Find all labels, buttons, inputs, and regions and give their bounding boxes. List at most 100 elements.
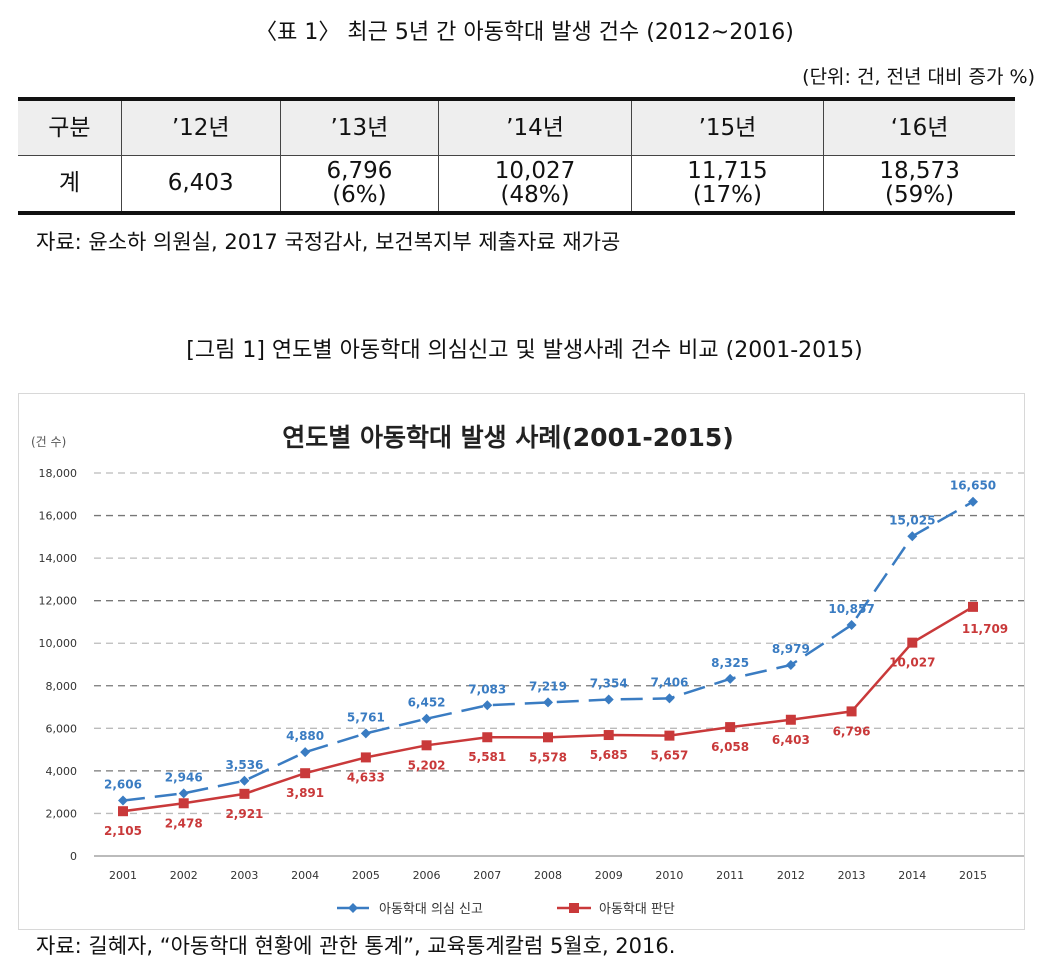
y-axis-label: (건 수) xyxy=(31,435,66,449)
y-tick-label: 12,000 xyxy=(39,595,78,608)
cell-value: 18,573 xyxy=(879,158,960,185)
data-point-square xyxy=(846,706,857,717)
data-label: 7,406 xyxy=(650,675,688,689)
data-point-diamond xyxy=(118,795,128,806)
x-tick-label: 2011 xyxy=(716,869,744,882)
data-point-diamond xyxy=(907,531,918,542)
data-label: 6,796 xyxy=(833,724,871,738)
cell-value: 6,796 xyxy=(326,158,393,185)
data-point-square xyxy=(300,768,311,779)
data-label: 8,325 xyxy=(711,656,749,670)
data-label: 11,709 xyxy=(962,622,1008,636)
series-line-1 xyxy=(122,500,974,802)
x-tick-label: 2002 xyxy=(170,869,198,882)
data-label: 3,536 xyxy=(225,758,263,772)
table-unit: (단위: 건, 전년 대비 증가 %) xyxy=(802,66,1035,88)
data-point-square xyxy=(785,714,796,725)
data-point-diamond xyxy=(178,788,189,799)
data-label: 7,083 xyxy=(468,682,506,696)
y-tick-label: 8,000 xyxy=(46,680,78,693)
cell-change: (17%) xyxy=(692,182,762,209)
data-point-diamond xyxy=(543,697,553,708)
x-tick-label: 2013 xyxy=(838,869,866,882)
data-label: 10,857 xyxy=(828,602,874,616)
header-cell: ‘16년 xyxy=(823,99,1015,155)
x-tick-label: 2004 xyxy=(291,869,319,882)
data-label: 5,761 xyxy=(347,710,385,724)
legend-label-1: 아동학대 의심 신고 xyxy=(379,902,483,917)
data-label: 5,202 xyxy=(408,758,446,772)
data-point-diamond xyxy=(785,659,796,670)
table-header-row: 구분 ’12년 ’13년 ’14년 ’15년 ‘16년 xyxy=(18,99,1015,155)
data-label: 8,979 xyxy=(772,642,810,656)
table-cell: 11,715 (17%) xyxy=(630,155,824,213)
x-tick-label: 2001 xyxy=(109,869,137,882)
legend-marker-1 xyxy=(348,903,358,913)
data-label: 3,891 xyxy=(286,786,324,800)
data-point-diamond xyxy=(360,728,371,739)
cell-value: 10,027 xyxy=(494,158,576,185)
data-label: 2,105 xyxy=(104,824,142,838)
header-cell: ’13년 xyxy=(279,99,439,155)
data-label: 5,578 xyxy=(529,750,567,764)
table-cell: 18,573 (59%) xyxy=(823,155,1015,213)
legend-label-2: 아동학대 판단 xyxy=(599,902,675,917)
x-tick-label: 2007 xyxy=(473,869,501,882)
table-cell: 6,403 xyxy=(120,155,281,213)
data-point-square xyxy=(543,732,553,743)
data-label: 6,058 xyxy=(711,740,749,754)
x-tick-label: 2008 xyxy=(534,869,562,882)
row-label: 계 xyxy=(58,170,80,197)
table-title: 〈표 1〉 최근 5년 간 아동학대 발생 건수 (2012~2016) xyxy=(255,20,794,45)
cell-value: 6,403 xyxy=(167,170,234,197)
data-label: 7,219 xyxy=(529,679,567,693)
table-source: 자료: 윤소하 의원실, 2017 국정감사, 보건복지부 제출자료 재가공 xyxy=(36,230,621,254)
figure-caption: [그림 1] 연도별 아동학대 의심신고 및 발생사례 건수 비교 (2001-… xyxy=(186,338,863,363)
series-line-2 xyxy=(122,605,974,813)
cell-value: 11,715 xyxy=(687,158,768,185)
data-point-square xyxy=(907,637,918,648)
header-cell: ’14년 xyxy=(438,99,632,155)
data-point-square xyxy=(603,730,614,741)
data-point-diamond xyxy=(664,693,675,704)
cell-change: (59%) xyxy=(885,182,955,209)
table-row: 계 6,403 6,796 (6%) 10,027 (48%) 11,715 (17%… xyxy=(18,155,1015,213)
x-tick-label: 2012 xyxy=(777,869,805,882)
data-point-square xyxy=(239,788,250,799)
data-label: 6,403 xyxy=(772,733,810,747)
x-tick-label: 2015 xyxy=(959,869,987,882)
x-tick-label: 2003 xyxy=(230,869,258,882)
data-label: 5,657 xyxy=(650,749,688,763)
y-tick-label: 0 xyxy=(70,850,77,863)
chart-title: 연도별 아동학대 발생 사례(2001-2015) xyxy=(282,423,734,452)
data-label: 7,354 xyxy=(590,677,628,691)
data-point-square xyxy=(968,601,978,612)
data-label: 2,606 xyxy=(104,778,142,792)
data-point-diamond xyxy=(300,747,311,758)
x-tick-label: 2014 xyxy=(898,869,926,882)
y-tick-label: 6,000 xyxy=(46,722,78,735)
data-label: 2,921 xyxy=(225,807,263,821)
data-label: 10,027 xyxy=(889,656,935,670)
data-point-square xyxy=(178,798,189,809)
header-cell: 구분 xyxy=(48,114,91,141)
data-point-square xyxy=(482,732,493,743)
y-tick-label: 10,000 xyxy=(39,637,78,650)
data-label: 16,650 xyxy=(950,479,996,493)
x-tick-label: 2010 xyxy=(655,869,683,882)
data-point-square xyxy=(664,730,675,741)
legend-marker-2 xyxy=(569,903,579,913)
cell-change: (6%) xyxy=(332,182,387,209)
data-point-diamond xyxy=(421,713,432,724)
data-label: 4,633 xyxy=(347,770,385,784)
table-cell: 10,027 (48%) xyxy=(438,155,632,213)
abuse-cases-table: 구분 ’12년 ’13년 ’14년 ’15년 ‘16년 계 6,403 6,79… xyxy=(18,97,1015,215)
data-point-diamond xyxy=(239,775,250,786)
data-point-square xyxy=(118,806,128,817)
data-label: 2,478 xyxy=(165,816,203,830)
chart-svg: 연도별 아동학대 발생 사례(2001-2015) (건 수) 0 2,000 4,00… xyxy=(31,423,1024,917)
data-point-diamond xyxy=(725,673,736,684)
data-point-diamond xyxy=(482,700,493,711)
data-label: 6,452 xyxy=(408,696,446,710)
